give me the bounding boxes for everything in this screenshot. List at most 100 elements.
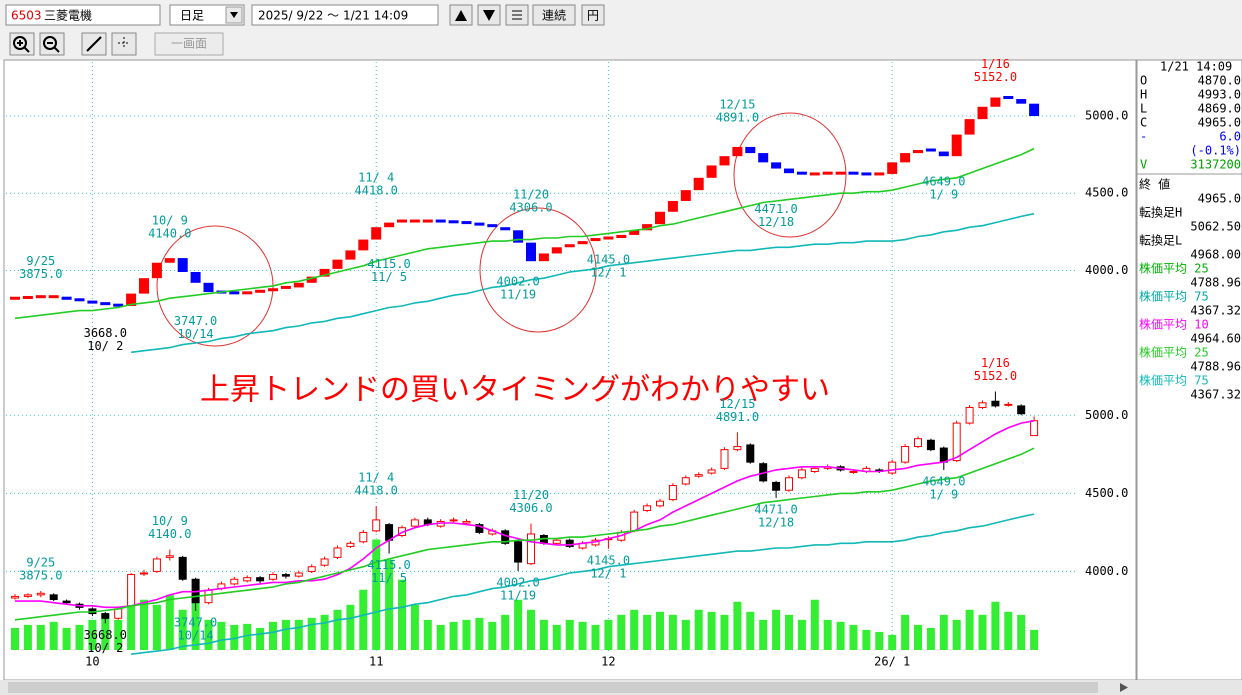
brick [616, 234, 627, 239]
brick [938, 151, 949, 157]
candle-body [901, 446, 910, 463]
moving-average [131, 513, 1035, 655]
brick [203, 282, 214, 293]
volume-bar [204, 619, 213, 650]
brick [100, 302, 111, 306]
price-annotation: 4002.0 [496, 275, 539, 289]
candle-body [36, 592, 45, 596]
candle-body [346, 542, 355, 547]
y-tick-label: 4000.0 [1085, 263, 1128, 277]
legend-label: 株価平均 75 [1139, 373, 1209, 388]
info-panel [1136, 59, 1242, 681]
legend-value: 4367.32 [1190, 388, 1241, 402]
candle-body [694, 474, 703, 477]
volume-bar [307, 617, 316, 650]
brick [319, 268, 330, 277]
price-annotation: 1/ 9 [929, 488, 958, 502]
x-tick-label: 26/ 1 [874, 655, 910, 669]
price-annotation: 3747.0 [174, 615, 217, 629]
brick [925, 148, 936, 152]
brick [422, 219, 433, 223]
brick [538, 253, 549, 262]
stock-code: 6503 [11, 9, 42, 23]
brick [732, 146, 743, 157]
price-annotation: 10/14 [178, 327, 214, 341]
button-label: 連続 [542, 9, 566, 23]
info-row-value: 4367.32 [1190, 304, 1241, 318]
candle-body [565, 539, 574, 547]
info-label: - [1140, 130, 1147, 144]
candle-body [333, 547, 342, 558]
price-annotation: 12/15 [719, 97, 755, 111]
volume-bar [49, 621, 58, 650]
price-annotation: 12/ 1 [590, 266, 626, 280]
price-annotation: 5152.0 [974, 70, 1017, 84]
candle-body [952, 422, 961, 462]
volume-bar [359, 589, 368, 650]
yen-button[interactable] [581, 4, 605, 26]
brick [758, 153, 769, 163]
candle-body [914, 438, 922, 448]
volume-bar [901, 614, 910, 650]
brick [268, 288, 278, 292]
volume-bar [746, 611, 755, 650]
price-annotation: 10/14 [178, 628, 214, 642]
candle-body [11, 595, 19, 599]
price-annotation: 12/18 [758, 215, 794, 229]
scroll-thumb[interactable] [8, 682, 1098, 693]
brick [900, 153, 911, 163]
y-tick-label: 4000.0 [1085, 564, 1128, 578]
price-annotation: 3668.0 [84, 628, 127, 642]
price-annotation: 11/ 5 [371, 270, 407, 284]
volume-bar [501, 614, 510, 650]
brick [358, 239, 369, 251]
volume-bar [152, 604, 161, 650]
single-screen-button[interactable] [154, 32, 224, 56]
volume-bar [436, 624, 445, 650]
candle-body [668, 485, 677, 501]
info-value: 3137200 [1190, 158, 1241, 172]
brick [835, 171, 846, 175]
info-value: 4993.0 [1198, 88, 1241, 102]
volume-bar [165, 594, 174, 650]
brick [642, 224, 653, 231]
price-annotation: 11/20 [513, 488, 549, 502]
candle-body [410, 519, 419, 527]
volume-bar [823, 619, 832, 650]
candle-body [281, 574, 290, 577]
info-label: O [1140, 74, 1147, 88]
brick [590, 238, 601, 242]
candle-body [656, 500, 664, 507]
volume-bar [965, 609, 974, 650]
price-annotation: 3875.0 [19, 267, 62, 281]
candle-body [152, 558, 161, 572]
volume-bar [862, 629, 871, 650]
price-annotation: 1/16 [981, 356, 1010, 370]
zoom-in-icon [13, 36, 27, 50]
candle-body [178, 556, 187, 580]
scroll-arrow[interactable] [1120, 683, 1128, 692]
volume-bar [836, 621, 845, 650]
legend-label: 株価平均 10 [1139, 317, 1209, 332]
range-box[interactable] [251, 4, 439, 26]
price-annotation: 4471.0 [754, 202, 797, 216]
continuous-button[interactable] [532, 4, 576, 26]
brick [384, 222, 395, 228]
brick [280, 285, 291, 289]
brick [526, 242, 536, 262]
volume-bar [849, 624, 858, 650]
price-annotation: 10/ 2 [87, 641, 123, 655]
crosshair-button[interactable] [111, 32, 137, 56]
volume-bar [720, 614, 729, 650]
price-annotation: 4002.0 [496, 576, 539, 590]
info-row-label: 株価平均 75 [1139, 289, 1209, 304]
candle-body [243, 577, 252, 582]
candle-body [772, 481, 781, 491]
volume-bar [398, 579, 406, 650]
price-annotation: 4145.0 [587, 553, 630, 567]
code-box[interactable] [5, 4, 161, 26]
price-annotation: 9/25 [26, 254, 55, 268]
brick [784, 168, 794, 174]
volume-bar [410, 604, 419, 650]
brick [242, 291, 253, 295]
